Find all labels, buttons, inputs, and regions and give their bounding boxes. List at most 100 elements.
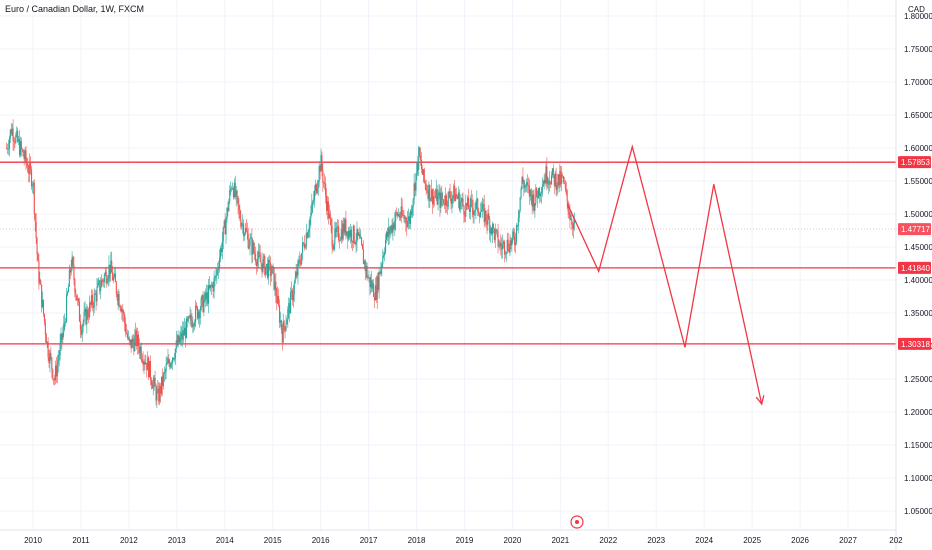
candle-body — [17, 130, 19, 142]
tradingview-logo-icon[interactable] — [570, 515, 584, 529]
candle-body — [423, 169, 425, 182]
x-axis[interactable]: 2010 2011 2012 2013 2014 2015 2016 2017 2018 2019… — [0, 529, 903, 545]
candle-body — [435, 189, 437, 198]
candle-body — [92, 305, 94, 308]
candle-body — [501, 246, 503, 250]
candle-body — [184, 327, 186, 336]
candle-body — [162, 373, 164, 386]
candle-body — [395, 212, 397, 222]
candle-body — [175, 340, 177, 349]
candle-body — [29, 162, 31, 174]
candle-body — [283, 321, 285, 327]
candle-body — [167, 358, 169, 363]
candle-body — [486, 220, 488, 225]
candle-body — [51, 357, 53, 370]
candle-body — [466, 203, 468, 207]
candle-body — [459, 201, 461, 210]
x-tick-label: 2019 — [456, 536, 474, 545]
candle-body — [251, 237, 253, 255]
candle-body — [475, 201, 477, 210]
candle-body — [196, 305, 198, 308]
candle-body — [205, 292, 207, 300]
candle-body — [512, 231, 514, 239]
candle-body — [314, 190, 316, 201]
candle-body — [172, 357, 175, 360]
candle-body — [535, 187, 537, 204]
y-tick-label: 1.80000 — [904, 12, 932, 21]
candle-body — [471, 200, 473, 209]
candle-body — [416, 162, 418, 174]
candle-body — [55, 365, 57, 377]
x-tick-label: 2011 — [72, 536, 90, 545]
candle-body — [460, 200, 462, 202]
candle-body — [96, 287, 98, 302]
candle-body — [192, 324, 194, 327]
candle-body — [521, 176, 523, 189]
candle-body — [447, 191, 449, 207]
candle-body — [60, 333, 62, 343]
candle-body — [83, 312, 85, 322]
candle-body — [316, 188, 318, 193]
candle-body — [121, 309, 123, 312]
candle-body — [524, 185, 526, 189]
candle-body — [58, 355, 60, 360]
candle-body — [18, 139, 20, 142]
candle-body — [519, 197, 521, 211]
candle-body — [178, 335, 180, 343]
candle-body — [523, 182, 525, 189]
candle-body — [407, 220, 409, 227]
candle-body — [233, 182, 235, 198]
candle-body — [538, 188, 541, 196]
candle-body — [398, 214, 400, 218]
candle-body — [491, 227, 493, 235]
candle-body — [272, 265, 274, 268]
level-price-label: 1.57853 — [901, 158, 930, 167]
candle-body — [103, 275, 105, 283]
candle-body — [463, 205, 465, 215]
candle-body — [573, 223, 575, 229]
candle-body — [124, 314, 126, 324]
candle-body — [210, 284, 212, 287]
candle-body — [127, 337, 129, 339]
candle-body — [368, 277, 370, 279]
y-tick-label: 1.15000 — [904, 441, 932, 450]
candle-body — [514, 242, 517, 245]
candle-body — [505, 251, 507, 254]
candle-body — [439, 192, 441, 208]
candle-body — [318, 166, 320, 183]
candle-body — [444, 203, 446, 206]
candle-body — [462, 198, 464, 206]
candle-body — [550, 183, 552, 185]
candle-body — [24, 150, 26, 160]
candle-body — [542, 184, 544, 187]
candle-body — [502, 243, 504, 250]
candle-body — [59, 342, 61, 356]
candle-body — [493, 228, 495, 240]
candle-body — [548, 180, 550, 185]
candle-body — [307, 232, 309, 238]
candle-body — [557, 174, 559, 187]
y-axis[interactable]: 1.050001.100001.150001.200001.250001.300… — [895, 0, 932, 550]
candle-body — [219, 248, 222, 258]
candle-body — [419, 147, 421, 156]
candle-body — [241, 224, 243, 227]
candle-body — [7, 148, 10, 150]
candle-body — [200, 298, 202, 311]
candle-body — [14, 141, 16, 143]
candle-body — [532, 194, 534, 207]
level-price-tag — [898, 261, 931, 274]
candle-body — [396, 212, 399, 216]
candle-body — [97, 282, 99, 288]
candle-body — [118, 294, 120, 307]
candle-body — [211, 284, 213, 287]
candle-body — [188, 316, 190, 318]
candle-body — [22, 150, 24, 157]
candle-body — [432, 189, 434, 205]
candle-body — [437, 195, 439, 205]
y-tick-label: 1.10000 — [904, 474, 932, 483]
candle-body — [93, 293, 95, 308]
level-price-tag — [898, 156, 931, 169]
candle-body — [374, 285, 376, 301]
candle-body — [429, 184, 431, 201]
candle-body — [180, 332, 182, 338]
